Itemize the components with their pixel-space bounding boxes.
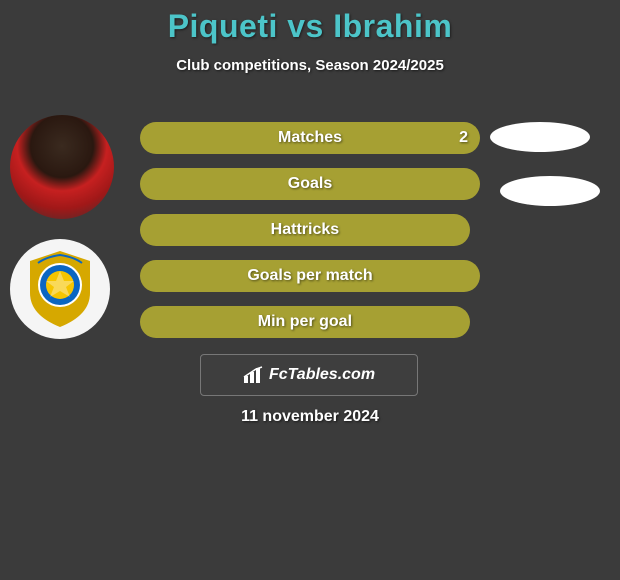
player-2-crest [10, 239, 110, 339]
brand-box[interactable]: FcTables.com [200, 354, 418, 396]
stat-bar: Goals per match [140, 260, 480, 292]
stats-card: Piqueti vs Ibrahim Club competitions, Se… [0, 0, 620, 74]
crest-icon [24, 249, 96, 329]
stat-label: Matches [278, 129, 342, 147]
brand-text: FcTables.com [269, 366, 375, 384]
stat-row: Min per goal [140, 306, 480, 338]
stat-bar: Min per goal [140, 306, 470, 338]
subtitle: Club competitions, Season 2024/2025 [0, 57, 620, 74]
avatars-column [10, 115, 114, 339]
brand-chart-icon [243, 366, 265, 384]
stat-bar: Hattricks [140, 214, 470, 246]
player-1-avatar [10, 115, 114, 219]
stat-label: Min per goal [258, 313, 352, 331]
stat-value: 2 [459, 122, 468, 154]
decorative-oval [490, 122, 590, 152]
stat-bar: Matches [140, 122, 480, 154]
decorative-oval [500, 176, 600, 206]
stat-label: Goals [288, 175, 332, 193]
stat-label: Goals per match [247, 267, 372, 285]
stat-bar: Goals [140, 168, 480, 200]
stat-bars: Matches 2 Goals Hattricks Goals per match Min… [140, 122, 480, 338]
stat-row: Matches 2 [140, 122, 480, 154]
page-title: Piqueti vs Ibrahim [0, 8, 620, 45]
stat-row: Goals [140, 168, 480, 200]
stat-row: Hattricks [140, 214, 480, 246]
date-text: 11 november 2024 [0, 408, 620, 426]
stat-label: Hattricks [271, 221, 339, 239]
stat-row: Goals per match [140, 260, 480, 292]
